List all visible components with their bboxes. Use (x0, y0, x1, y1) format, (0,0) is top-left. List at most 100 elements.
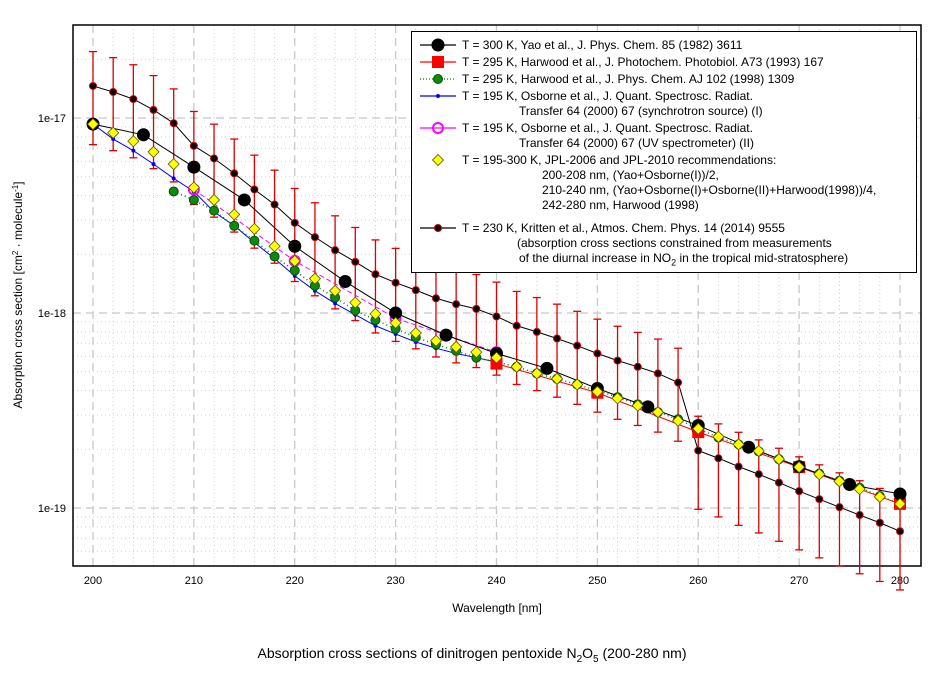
x-tick-label: 240 (487, 575, 505, 587)
kritten-errorbar (835, 472, 844, 567)
jpl-point (248, 222, 261, 235)
jpl-point (571, 378, 584, 391)
harwood1998-point (289, 265, 300, 276)
jpl-point (853, 483, 866, 496)
jpl-point (672, 414, 685, 427)
kritten-point (532, 327, 541, 336)
kritten-point (149, 105, 158, 114)
legend-label-line: T = 300 K, Yao et al., J. Phys. Chem. 85… (462, 38, 743, 52)
jpl-point (692, 422, 705, 435)
kritten-errorbar (674, 347, 683, 442)
kritten-point (875, 518, 884, 527)
osborne2-point (432, 122, 444, 134)
jpl-point (530, 367, 543, 380)
legend-label-line: 200-208 nm, (Yao+Osborne(I))/2, (542, 168, 719, 182)
jpl-point (329, 284, 342, 297)
jpl-point (450, 340, 463, 353)
yao-point (431, 38, 445, 52)
yao-point (136, 128, 150, 142)
yao-point (439, 328, 453, 342)
jpl-point (752, 444, 765, 458)
jpl-point (431, 153, 445, 167)
chart-title: Absorption cross sections of dinitrogen … (0, 645, 944, 665)
legend-label: T = 195 K, Osborne et al., J. Quant. Spe… (462, 89, 763, 119)
legend-label-line: T = 295 K, Harwood et al., J. Phys. Chem… (462, 72, 795, 86)
jpl-point (389, 316, 402, 329)
jpl-point (288, 254, 301, 267)
y-tick-label: 1e-18 (38, 308, 66, 320)
kritten-point (472, 304, 481, 313)
kritten-point (230, 169, 239, 178)
jpl-point (308, 272, 321, 285)
yao-point (187, 160, 201, 174)
legend-label-line: T = 230 K, Kritten et al., Atmos. Chem. … (462, 221, 785, 235)
jpl-point (893, 497, 907, 510)
kritten-point (835, 503, 844, 512)
legend-symbol-yao (420, 38, 456, 52)
kritten-point (109, 87, 118, 96)
legend-symbol-jpl (431, 153, 445, 167)
legend-label: T = 195-300 K, JPL-2006 and JPL-2010 rec… (462, 153, 876, 213)
legend-label-line: T = 195-300 K, JPL-2006 and JPL-2010 rec… (462, 153, 777, 167)
harwood1998-point (433, 74, 443, 84)
jpl-point (107, 126, 120, 139)
kritten-point (613, 356, 622, 365)
title-sub: 2 (576, 653, 583, 665)
kritten-point (371, 270, 380, 279)
jpl-point (470, 346, 483, 359)
jpl-point (813, 468, 826, 481)
title-part: Absorption cross sections of dinitrogen … (257, 645, 577, 661)
kritten-point (434, 224, 442, 232)
jpl-point (207, 193, 221, 207)
jpl-point (490, 351, 503, 364)
jpl-point (268, 240, 281, 253)
kritten-point (351, 257, 360, 266)
kritten-point (290, 218, 299, 227)
legend-label: T = 295 K, Harwood et al., J. Phys. Chem… (462, 72, 794, 87)
y-axis: 1e-19 1e-18 1e-17 (38, 113, 66, 515)
legend: T = 300 K, Yao et al., J. Phys. Chem. 85… (411, 31, 917, 273)
kritten-point (795, 487, 804, 496)
title-part: (200-280 nm) (598, 645, 687, 661)
kritten-point (89, 81, 97, 90)
kritten-point (169, 119, 178, 128)
legend-label-line: 242-280 nm, Harwood (1998) (542, 198, 699, 212)
harwood1998-point (229, 220, 240, 231)
legend-label-line: T = 195 K, Osborne et al., J. Quant. Spe… (462, 89, 753, 103)
legend-label: T = 295 K, Harwood et al., J. Photochem.… (462, 55, 824, 70)
kritten-errorbar (815, 464, 824, 559)
jpl-point (793, 461, 806, 474)
kritten-point (674, 378, 683, 387)
kritten-point (633, 362, 642, 371)
kritten-point (512, 321, 521, 330)
x-axis: 200 210 220 230 240 250 260 270 280 (84, 575, 909, 587)
kritten-point (210, 154, 219, 163)
jpl-point (409, 326, 422, 340)
legend-symbol-osborne1 (420, 94, 456, 98)
jpl-point (772, 453, 786, 466)
jpl-point (873, 490, 886, 503)
jpl-point (86, 118, 100, 131)
kritten-point (714, 454, 723, 463)
osborne1-point (111, 137, 116, 142)
legend-label: T = 300 K, Yao et al., J. Phys. Chem. 85… (462, 38, 742, 53)
kritten-point (774, 478, 783, 487)
legend-label-line: 210-240 nm, (Yao+Osborne(I)+Osborne(II)+… (542, 183, 877, 197)
osborne1-point (171, 176, 176, 181)
legend-label-line: T = 295 K, Harwood et al., J. Photochem.… (462, 55, 824, 69)
jpl-point (127, 135, 140, 148)
kritten-point (452, 300, 461, 309)
x-axis-label: Wavelength [nm] (452, 601, 542, 615)
kritten-point (411, 286, 420, 295)
legend-label-line: Transfer 64 (2000) 67 (UV spectrometer) … (519, 136, 754, 150)
x-tick-label: 250 (588, 575, 606, 587)
harwood1998-point (269, 251, 280, 262)
jpl-point (631, 399, 644, 412)
kritten-errorbar (89, 50, 97, 146)
kritten-point (815, 495, 824, 504)
kritten-point (694, 446, 703, 455)
kritten-point (270, 200, 279, 209)
legend-label-line: Transfer 64 (2000) 67 (synchrotron sourc… (519, 104, 763, 118)
kritten-point (250, 185, 259, 194)
legend-label-line: of the diurnal increase in NO2 in the tr… (519, 251, 849, 268)
